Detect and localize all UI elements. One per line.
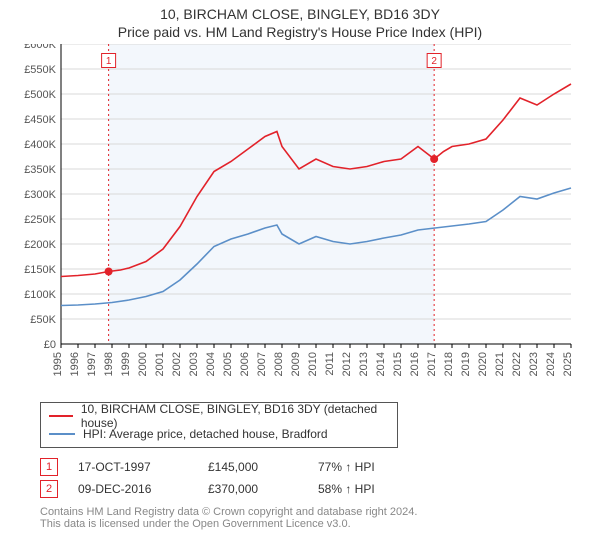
svg-text:2006: 2006 (239, 352, 251, 376)
svg-text:2012: 2012 (341, 352, 353, 376)
svg-text:£50K: £50K (30, 314, 56, 326)
svg-text:2: 2 (431, 56, 437, 67)
svg-text:£100K: £100K (24, 289, 56, 301)
svg-text:2023: 2023 (528, 352, 540, 376)
svg-text:£250K: £250K (24, 214, 56, 226)
marker-date: 17-OCT-1997 (78, 460, 208, 474)
svg-text:1995: 1995 (52, 352, 64, 376)
svg-text:£150K: £150K (24, 264, 56, 276)
svg-text:1997: 1997 (86, 352, 98, 376)
footer-line-2: This data is licensed under the Open Gov… (40, 518, 584, 530)
marker-row: 1 17-OCT-1997£145,00077% ↑ HPI (40, 456, 584, 478)
svg-text:2018: 2018 (443, 352, 455, 376)
line-chart: £0 £50K £100K £150K £200K £250K £300K £350K £400… (16, 44, 584, 394)
svg-text:1: 1 (106, 56, 112, 67)
svg-text:£500K: £500K (24, 89, 56, 101)
svg-text:1999: 1999 (120, 352, 132, 376)
marker-hpi-relative: 58% ↑ HPI (318, 482, 375, 496)
svg-text:2001: 2001 (154, 352, 166, 376)
title-address: 10, BIRCHAM CLOSE, BINGLEY, BD16 3DY (0, 6, 600, 22)
svg-text:£350K: £350K (24, 164, 56, 176)
svg-text:2019: 2019 (460, 352, 472, 376)
marker-badge: 2 (40, 480, 58, 498)
marker-row: 2 09-DEC-2016£370,00058% ↑ HPI (40, 478, 584, 500)
svg-text:£450K: £450K (24, 114, 56, 126)
svg-text:2015: 2015 (392, 352, 404, 376)
svg-text:2009: 2009 (290, 352, 302, 376)
legend: 10, BIRCHAM CLOSE, BINGLEY, BD16 3DY (de… (40, 402, 398, 448)
marker-badge: 1 (40, 458, 58, 476)
title-block: 10, BIRCHAM CLOSE, BINGLEY, BD16 3DY Pri… (0, 0, 600, 40)
svg-text:£550K: £550K (24, 64, 56, 76)
svg-text:2010: 2010 (307, 352, 319, 376)
svg-text:2005: 2005 (222, 352, 234, 376)
svg-text:2007: 2007 (256, 352, 268, 376)
svg-text:2014: 2014 (375, 352, 387, 376)
svg-text:£600K: £600K (24, 44, 56, 51)
svg-text:1998: 1998 (103, 352, 115, 376)
svg-text:£400K: £400K (24, 139, 56, 151)
legend-row: 10, BIRCHAM CLOSE, BINGLEY, BD16 3DY (de… (49, 407, 389, 425)
svg-text:1996: 1996 (69, 352, 81, 376)
svg-text:2011: 2011 (324, 352, 336, 376)
svg-text:2016: 2016 (409, 352, 421, 376)
svg-text:2022: 2022 (511, 352, 523, 376)
svg-text:2013: 2013 (358, 352, 370, 376)
svg-text:2017: 2017 (426, 352, 438, 376)
svg-text:2021: 2021 (494, 352, 506, 376)
legend-label: 10, BIRCHAM CLOSE, BINGLEY, BD16 3DY (de… (81, 402, 389, 430)
legend-label: HPI: Average price, detached house, Brad… (83, 427, 328, 441)
svg-text:2000: 2000 (137, 352, 149, 376)
footer-line-1: Contains HM Land Registry data © Crown c… (40, 506, 584, 518)
svg-text:2008: 2008 (273, 352, 285, 376)
event-marker-table: 1 17-OCT-1997£145,00077% ↑ HPI 2 09-DEC-201… (40, 456, 584, 500)
legend-swatch (49, 415, 73, 417)
svg-text:2025: 2025 (562, 352, 574, 376)
marker-hpi-relative: 77% ↑ HPI (318, 460, 375, 474)
footer-attribution: Contains HM Land Registry data © Crown c… (40, 506, 584, 530)
svg-text:2024: 2024 (545, 352, 557, 376)
svg-text:2002: 2002 (171, 352, 183, 376)
chart-container: £0 £50K £100K £150K £200K £250K £300K £350K £400… (16, 44, 584, 394)
title-subtitle: Price paid vs. HM Land Registry's House … (0, 24, 600, 40)
marker-price: £145,000 (208, 460, 318, 474)
marker-price: £370,000 (208, 482, 318, 496)
svg-text:2003: 2003 (188, 352, 200, 376)
svg-text:£0: £0 (44, 339, 56, 351)
svg-text:£300K: £300K (24, 189, 56, 201)
svg-text:£200K: £200K (24, 239, 56, 251)
legend-swatch (49, 433, 75, 435)
marker-date: 09-DEC-2016 (78, 482, 208, 496)
svg-text:2004: 2004 (205, 352, 217, 376)
svg-text:2020: 2020 (477, 352, 489, 376)
